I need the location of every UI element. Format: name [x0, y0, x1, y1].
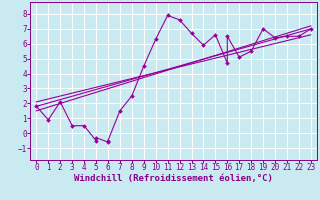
X-axis label: Windchill (Refroidissement éolien,°C): Windchill (Refroidissement éolien,°C): [74, 174, 273, 183]
